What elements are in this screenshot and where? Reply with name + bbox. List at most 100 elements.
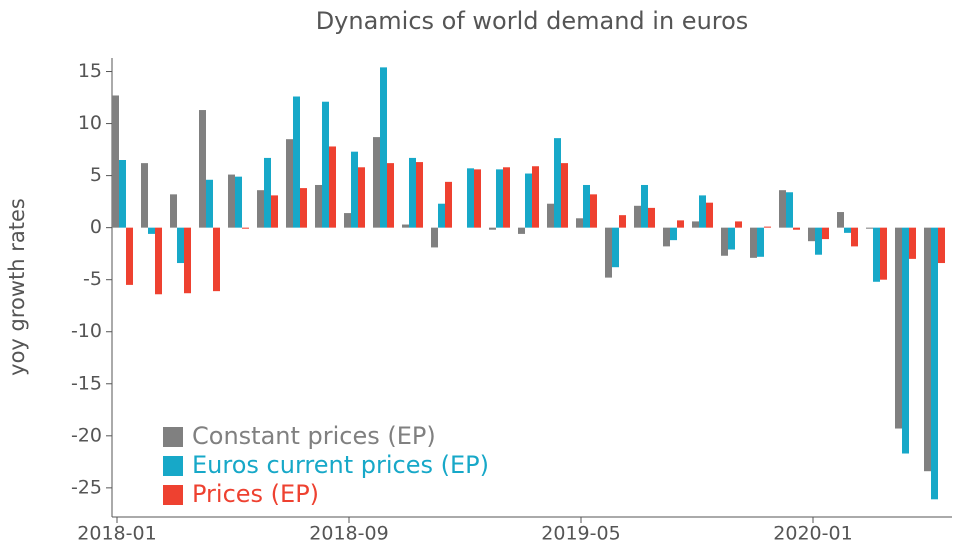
bar	[532, 166, 539, 228]
x-tick-label: 2018-01	[77, 523, 156, 545]
bar	[706, 202, 713, 228]
bar	[518, 227, 525, 234]
bar	[808, 227, 815, 242]
bar	[670, 227, 677, 241]
bar	[728, 227, 735, 250]
bar	[170, 194, 177, 228]
bar	[576, 218, 583, 228]
bar	[184, 227, 191, 294]
bar	[619, 215, 626, 228]
bar	[844, 227, 851, 233]
bar	[895, 227, 902, 429]
bar	[257, 190, 264, 228]
bar	[112, 95, 119, 228]
bar	[641, 184, 648, 228]
bar	[155, 227, 162, 295]
bar	[547, 203, 554, 228]
bar	[474, 169, 481, 228]
bar	[583, 184, 590, 228]
bar	[409, 157, 416, 228]
bar	[880, 227, 887, 280]
bar	[351, 151, 358, 228]
bar	[677, 220, 684, 228]
bar	[373, 137, 380, 228]
y-tick-label: 15	[78, 60, 102, 82]
bar	[322, 101, 329, 228]
bar	[786, 192, 793, 228]
legend-swatch	[163, 485, 183, 505]
bar	[634, 205, 641, 228]
legend-swatch	[163, 427, 183, 447]
y-tick-label: -20	[71, 424, 102, 446]
bar	[938, 227, 945, 264]
bar	[837, 212, 844, 228]
bar	[445, 181, 452, 228]
bar	[692, 221, 699, 228]
y-tick-label: -15	[71, 372, 102, 394]
bar	[866, 227, 873, 229]
legend-swatch	[163, 456, 183, 476]
bar	[822, 227, 829, 240]
y-tick-label: 0	[90, 216, 102, 238]
y-tick-label: -10	[71, 320, 102, 342]
bar	[873, 227, 880, 282]
bar	[141, 163, 148, 228]
bar	[358, 167, 365, 228]
bar	[177, 227, 184, 264]
x-tick-label: 2019-05	[541, 523, 620, 545]
y-axis-label: yoy growth rates	[5, 198, 29, 376]
x-tick-label: 2018-09	[309, 523, 388, 545]
bar	[924, 227, 931, 472]
bar	[271, 195, 278, 228]
bar	[757, 227, 764, 257]
chart-title: Dynamics of world demand in euros	[316, 7, 749, 35]
bar	[590, 194, 597, 228]
bar	[315, 184, 322, 228]
bar	[213, 227, 220, 292]
bar	[561, 163, 568, 228]
bar	[235, 176, 242, 228]
y-tick-label: 10	[78, 112, 102, 134]
bar	[496, 169, 503, 228]
y-tick-label: -5	[83, 268, 102, 290]
bar	[344, 213, 351, 228]
bar	[286, 139, 293, 228]
bar	[228, 174, 235, 228]
bar	[293, 96, 300, 228]
y-tick-label: 5	[90, 164, 102, 186]
bar	[402, 224, 409, 228]
bar	[793, 227, 800, 230]
bar	[721, 227, 728, 256]
bar	[605, 227, 612, 278]
bar	[300, 188, 307, 228]
bar	[387, 163, 394, 228]
bar	[242, 227, 249, 229]
bar	[489, 227, 496, 230]
bar	[931, 227, 938, 500]
bar	[663, 227, 670, 247]
bar	[416, 162, 423, 228]
bar	[764, 226, 771, 228]
bar	[815, 227, 822, 255]
bar	[612, 227, 619, 268]
bar	[380, 67, 387, 228]
bar	[525, 173, 532, 228]
bar	[126, 227, 133, 285]
y-tick-label: -25	[71, 476, 102, 498]
bar	[902, 227, 909, 454]
bar	[554, 138, 561, 228]
bar	[148, 227, 155, 234]
x-tick-label: 2020-01	[773, 523, 852, 545]
bar	[735, 221, 742, 228]
bar	[648, 207, 655, 228]
bar	[779, 190, 786, 228]
bar	[438, 203, 445, 228]
legend-label: Constant prices (EP)	[192, 422, 436, 450]
bar	[750, 227, 757, 258]
bar	[199, 110, 206, 228]
bar	[467, 168, 474, 228]
bar	[909, 227, 916, 259]
bar	[431, 227, 438, 248]
bar	[503, 167, 510, 228]
